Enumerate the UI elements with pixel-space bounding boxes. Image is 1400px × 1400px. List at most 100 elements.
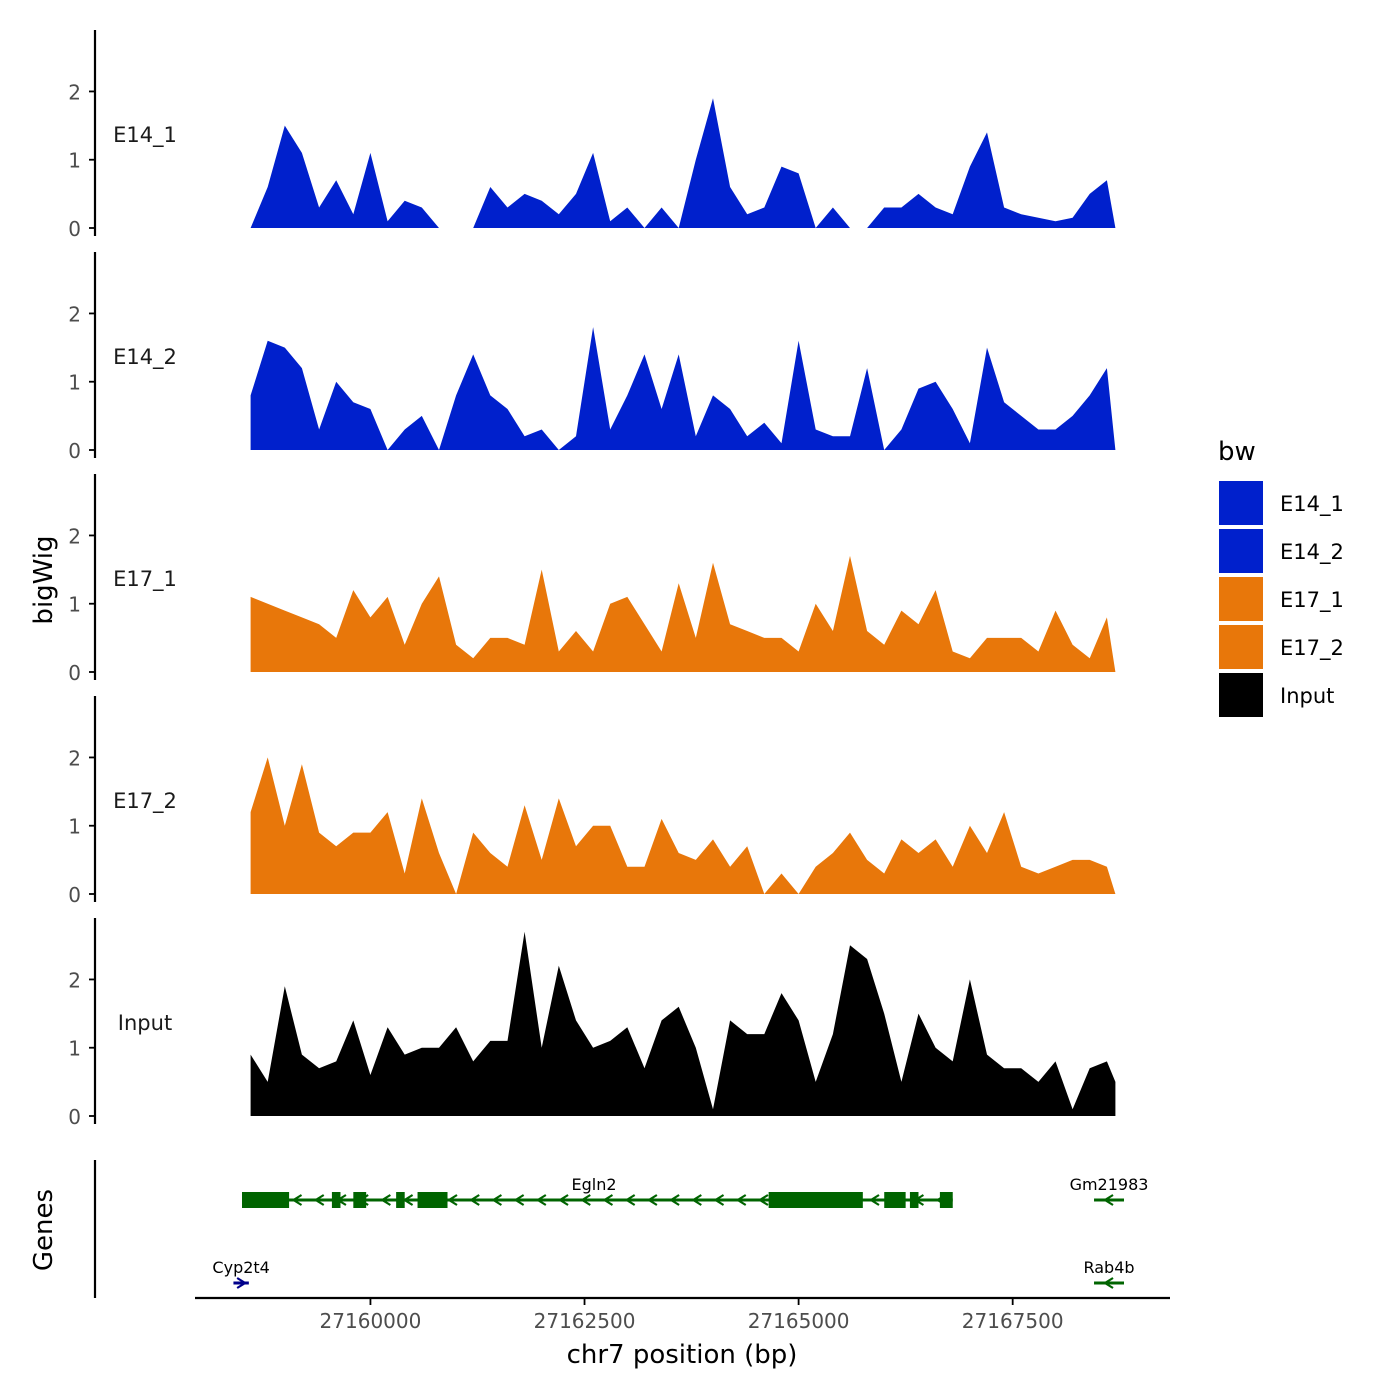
strand-arrow — [557, 1194, 569, 1206]
strand-arrow — [757, 1194, 769, 1206]
x-tick-label: 27167500 — [962, 1309, 1064, 1333]
strand-arrow — [1102, 1277, 1114, 1289]
gene-track: Egln2 Gm21983 Cyp2t4 Rab4b — [93, 1160, 1149, 1298]
strand-arrow — [1102, 1194, 1114, 1206]
strand-arrow — [402, 1194, 414, 1206]
y-tick-label: 0 — [68, 1105, 81, 1129]
y-tick-label: 1 — [68, 815, 81, 839]
legend-label: E14_2 — [1280, 540, 1344, 565]
strand-arrow — [735, 1194, 747, 1206]
legend: bw E14_1 E14_2 E17_1 E17_2 Input — [1218, 437, 1344, 717]
strand-arrow — [669, 1194, 680, 1206]
strand-arrow — [891, 1194, 902, 1206]
legend-title: bw — [1218, 437, 1256, 467]
strand-arrow — [491, 1194, 503, 1206]
y-tick-label: 2 — [68, 302, 81, 326]
track-label: Input — [118, 1011, 172, 1035]
strand-arrow — [358, 1194, 369, 1206]
track-label: E17_1 — [113, 567, 177, 592]
strand-arrow — [291, 1194, 303, 1206]
legend-swatch-E14_1 — [1219, 481, 1263, 525]
strand-arrow — [824, 1194, 836, 1206]
gene-label: Gm21983 — [1070, 1175, 1149, 1194]
track-E17_1: 0 1 2 E17_1 — [68, 474, 1116, 685]
strand-arrow — [868, 1194, 880, 1206]
strand-arrow — [247, 1194, 258, 1206]
strand-arrow — [535, 1194, 547, 1206]
coverage-area-Input — [250, 931, 1116, 1116]
strand-arrow — [935, 1194, 947, 1206]
strand-arrow — [913, 1194, 925, 1206]
y-tick-label: 0 — [68, 439, 81, 463]
gene-Cyp2t4: Cyp2t4 — [212, 1258, 270, 1289]
y-axis-title: bigWig — [29, 535, 59, 624]
gene-exon — [396, 1192, 405, 1208]
strand-arrow — [335, 1194, 347, 1206]
x-tick-label: 27165000 — [748, 1309, 850, 1333]
y-tick-label: 1 — [68, 593, 81, 617]
gene-exon — [768, 1192, 863, 1208]
y-tick-label: 0 — [68, 217, 81, 241]
legend-swatch-Input — [1219, 673, 1263, 717]
coverage-area-E17_2 — [250, 757, 1116, 894]
x-axis-title: chr7 position (bp) — [567, 1340, 798, 1370]
track-E17_2: 0 1 2 E17_2 — [68, 696, 1116, 907]
coverage-area-E17_1 — [250, 555, 1116, 672]
strand-arrow — [424, 1194, 436, 1206]
gene-Rab4b: Rab4b — [1083, 1258, 1135, 1289]
track-label: E17_2 — [113, 789, 177, 814]
gene-label: Cyp2t4 — [212, 1258, 269, 1277]
gene-Egln2: Egln2 — [242, 1175, 953, 1208]
strand-arrow — [802, 1194, 813, 1206]
x-tick-label: 27162500 — [534, 1309, 636, 1333]
strand-arrow — [469, 1194, 480, 1206]
y-tick-label: 1 — [68, 149, 81, 173]
strand-arrow — [580, 1194, 591, 1206]
legend-swatch-E14_2 — [1219, 529, 1263, 573]
strand-arrow — [691, 1194, 702, 1206]
gene-exon — [417, 1192, 448, 1208]
legend-label: E17_1 — [1280, 588, 1344, 613]
track-E14_1: 0 1 2 E14_1 — [68, 30, 1116, 241]
legend-label: E14_1 — [1280, 492, 1344, 517]
strand-arrow — [446, 1194, 458, 1206]
y-tick-label: 0 — [68, 883, 81, 907]
strand-arrow — [313, 1194, 325, 1206]
genes-axis-title: Genes — [29, 1189, 59, 1271]
gene-exon — [939, 1192, 953, 1208]
y-tick-label: 2 — [68, 968, 81, 992]
strand-arrow — [624, 1194, 636, 1206]
coverage-area-E14_1 — [250, 98, 1116, 228]
coverage-tracks: 0 1 2 E14_1 0 1 2 E14_2 0 1 2 E17_1 0 1 2 E17_2 0 1 2 Input — [68, 30, 1116, 1129]
strand-arrow — [513, 1194, 525, 1206]
strand-arrow — [646, 1194, 658, 1206]
y-tick-label: 0 — [68, 661, 81, 685]
track-Input: 0 1 2 Input — [68, 918, 1116, 1129]
legend-swatch-E17_1 — [1219, 577, 1263, 621]
legend-label: Input — [1280, 684, 1334, 708]
track-label: E14_1 — [113, 123, 177, 148]
strand-arrow — [713, 1194, 725, 1206]
x-axis: 27160000 27162500 27165000 27167500 — [195, 1296, 1170, 1333]
track-E14_2: 0 1 2 E14_2 — [68, 252, 1116, 463]
x-tick-label: 27160000 — [320, 1309, 422, 1333]
strand-arrow — [236, 1277, 248, 1289]
gene-label: Egln2 — [571, 1175, 616, 1194]
coverage-area-E14_2 — [250, 327, 1116, 450]
y-tick-label: 2 — [68, 80, 81, 104]
track-label: E14_2 — [113, 345, 177, 370]
y-tick-label: 2 — [68, 746, 81, 770]
legend-label: E17_2 — [1280, 636, 1344, 661]
gene-Gm21983: Gm21983 — [1070, 1175, 1149, 1206]
y-tick-label: 1 — [68, 371, 81, 395]
strand-arrow — [380, 1194, 391, 1206]
gene-label: Rab4b — [1083, 1258, 1134, 1277]
strand-arrow — [602, 1194, 614, 1206]
strand-arrow — [780, 1194, 791, 1206]
strand-arrow — [846, 1194, 858, 1206]
y-tick-label: 2 — [68, 524, 81, 548]
y-tick-label: 1 — [68, 1037, 81, 1061]
legend-swatch-E17_2 — [1219, 625, 1263, 669]
